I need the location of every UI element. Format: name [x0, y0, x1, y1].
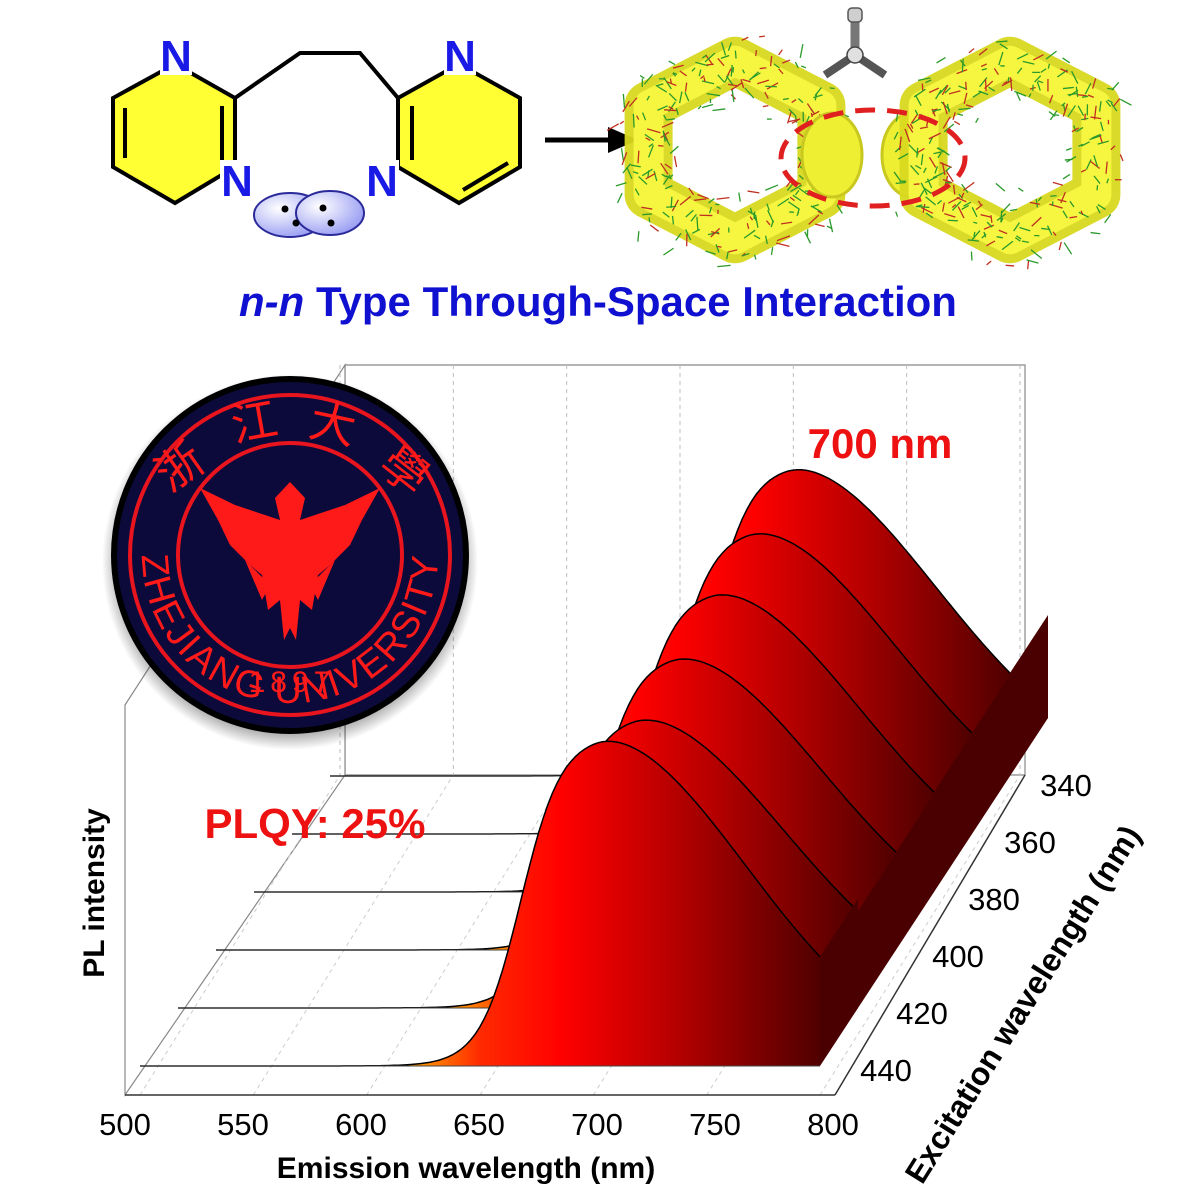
nitrogen-atom-label: N [221, 157, 253, 206]
arrow-icon [545, 127, 638, 153]
x-tick-label: 500 [99, 1107, 151, 1142]
z-tick-label: 440 [860, 1053, 912, 1088]
seal-character: 江 [227, 392, 281, 451]
x-tick-label: 750 [689, 1107, 741, 1142]
slice-edge [896, 794, 934, 950]
x-tick-labels: 500 550 600 650 700 750 800 [99, 1107, 859, 1142]
eagle-emblem [200, 482, 380, 640]
zhejiang-university-seal: 浙 江 大 學 1897 ZHEJIANG UNIVERSITY [102, 374, 478, 750]
spectrum-slice-440 [140, 740, 858, 1067]
z-tick-labels: 340 360 380 400 420 440 [860, 768, 1092, 1088]
x-tick-label: 800 [807, 1107, 859, 1142]
nitrogen-atom-label: N [444, 32, 476, 81]
z-tick-label: 360 [1004, 825, 1056, 860]
headline-rest: Type Through-Space Interaction [304, 278, 957, 325]
y-axis-label: PL intensity [78, 808, 111, 978]
left-pyrimidine-ring [111, 61, 237, 206]
slice-edge [934, 734, 972, 892]
x-tick-label: 550 [217, 1107, 269, 1142]
plqy-annotation: PLQY: 25% [205, 800, 426, 847]
headline-prefix: n-n [239, 278, 304, 325]
x-tick-label: 700 [571, 1107, 623, 1142]
methylene-bridge [233, 51, 400, 100]
z-tick-label: 380 [968, 882, 1020, 917]
z-tick-label: 420 [896, 996, 948, 1031]
double-bond [461, 161, 510, 192]
peak-annotation: 700 nm [808, 420, 953, 467]
z-tick-label: 400 [932, 939, 984, 974]
headline: n-n Type Through-Space Interaction [239, 278, 957, 325]
seal-character: 大 [305, 394, 361, 454]
z-axis-line [834, 774, 1026, 1096]
lone-pair-orbitals [253, 190, 365, 238]
molecule-structure: N N N N [111, 32, 638, 238]
slice-edge [858, 853, 896, 1008]
seal-year: 1897 [249, 666, 336, 699]
nitrogen-atom-label: N [160, 32, 192, 81]
spectrum-area [140, 741, 820, 1066]
x-axis-label: Emission wavelength (nm) [277, 1152, 655, 1185]
nitrogen-atom-label: N [366, 157, 398, 206]
waterfall-chart: 500 550 600 650 700 750 800 340 360 380 400 420 440… [78, 362, 1148, 1189]
slice-edge [972, 675, 1010, 834]
spectra-slices [140, 468, 1048, 1067]
slice-edge [1010, 614, 1048, 776]
slice-edge [820, 898, 858, 1066]
isosurface-render [606, 7, 1132, 270]
x-tick-label: 600 [335, 1107, 387, 1142]
z-tick-label: 340 [1040, 768, 1092, 803]
interaction-highlight-ellipse [778, 107, 968, 209]
right-pyrimidine-ring [396, 61, 522, 206]
x-tick-label: 650 [453, 1107, 505, 1142]
